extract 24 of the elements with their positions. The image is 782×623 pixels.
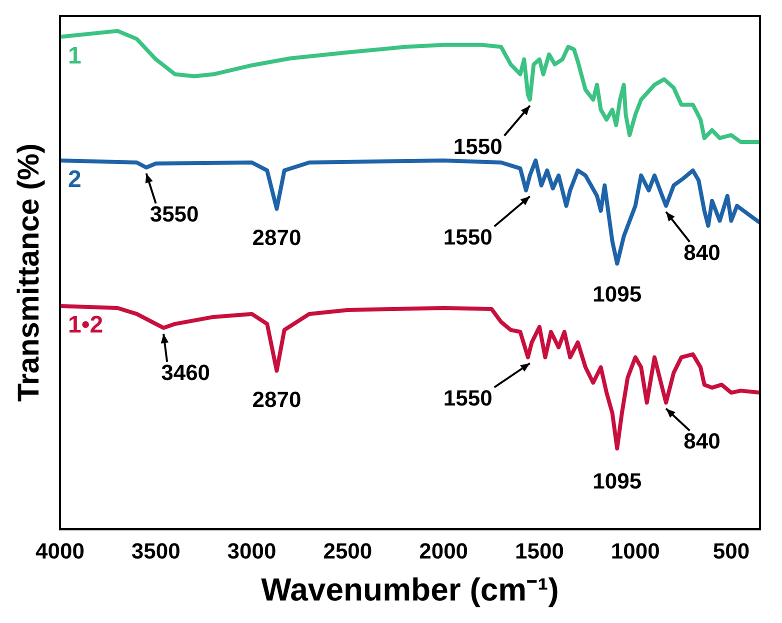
annotation: 1095 — [592, 468, 642, 494]
x-tick-label: 1500 — [514, 538, 564, 564]
x-tick-label: 2500 — [323, 538, 372, 564]
annotation: 840 — [684, 240, 720, 265]
y-axis-title: Transmittance (%) — [12, 143, 46, 402]
series-label: 1 — [68, 42, 82, 70]
series-label: 2 — [68, 166, 82, 194]
annotation: 3460 — [161, 360, 210, 385]
annotation: 1095 — [592, 282, 642, 307]
x-tick-label: 500 — [712, 538, 750, 564]
annotation: 2870 — [252, 224, 302, 250]
x-tick-label: 3000 — [227, 538, 276, 564]
annotation: 1550 — [443, 224, 492, 250]
annotation: 2870 — [252, 386, 302, 412]
annotation: 840 — [684, 428, 720, 454]
annotation: 1550 — [453, 134, 502, 159]
annotation: 3550 — [150, 202, 199, 227]
x-tick-label: 1000 — [610, 538, 660, 564]
x-tick-label: 2000 — [419, 538, 468, 564]
series-label: 1•2 — [68, 312, 104, 339]
x-tick-label: 3500 — [131, 538, 180, 564]
annotation: 1550 — [443, 385, 492, 410]
x-tick-label: 4000 — [36, 538, 84, 564]
x-axis-title: Wavenumber (cm⁻¹) — [261, 572, 559, 608]
